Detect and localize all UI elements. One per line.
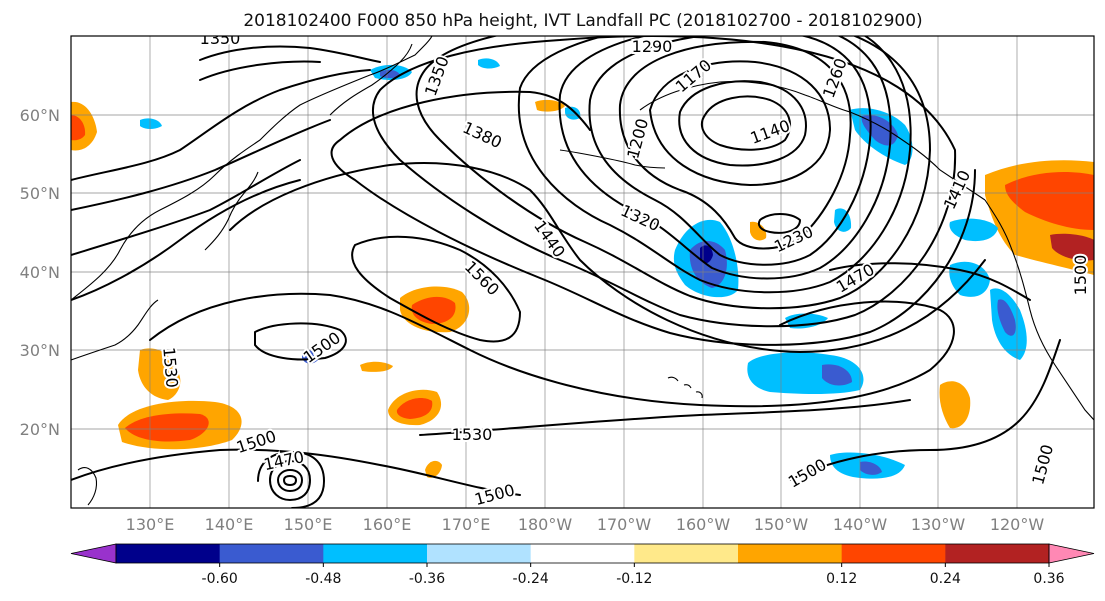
contour-1260 — [588, 36, 872, 266]
contour-typhoon-center — [283, 475, 297, 486]
colorbar-tick-label: 0.36 — [1033, 571, 1064, 587]
contour-1350 — [415, 36, 931, 310]
map-title: 2018102400 F000 850 hPa height, IVT Land… — [243, 11, 922, 31]
longitude-labels: 130°E 140°E 150°E 160°E 170°E 180°W 170°… — [126, 515, 1045, 534]
contour-1200 — [649, 60, 831, 186]
contour-arctic — [199, 45, 381, 63]
coastline-north-america — [984, 199, 1094, 421]
colorbar-frame — [115, 543, 1050, 564]
colorbar-swatch — [945, 544, 1050, 563]
contour-1530-south — [419, 399, 911, 436]
lon-label: 120°W — [990, 515, 1045, 534]
height-contours — [71, 36, 1061, 508]
coastline-kamchatka — [329, 43, 413, 116]
contour-1230-inner — [757, 213, 801, 234]
map-frame — [70, 35, 1095, 509]
colorbar-swatch — [634, 544, 739, 563]
lon-label: 130°W — [911, 515, 966, 534]
colorbar: -0.60-0.48-0.36-0.24-0.120.120.240.360.4… — [70, 543, 1095, 587]
coastline-hawaii — [667, 376, 703, 399]
contour-label: 1530 — [452, 425, 493, 444]
colorbar-swatch — [116, 544, 221, 563]
contour-1440 — [229, 162, 986, 353]
contour-label: 1530 — [159, 346, 181, 388]
coastline-east-china — [71, 299, 159, 361]
colorbar-tick-label: 0.24 — [930, 571, 961, 587]
contour-typhoon-2 — [269, 460, 311, 501]
contour-1500-west — [254, 322, 347, 361]
coastline-aleutians — [559, 149, 666, 169]
lon-label: 160°W — [676, 515, 731, 534]
graticule — [71, 36, 1094, 508]
colorbar-swatch — [427, 544, 532, 563]
lat-label: 60°N — [20, 106, 60, 125]
contour-1320 — [517, 36, 912, 294]
contour-typhoon-1 — [277, 469, 303, 492]
colorbar-tick-label: -0.60 — [202, 571, 238, 587]
lon-label: 160°E — [363, 515, 412, 534]
contour-arctic-2 — [199, 60, 321, 81]
colorbar-tick-label: -0.12 — [616, 571, 652, 587]
contour-northwest-extra-3 — [71, 159, 301, 256]
contour-1170 — [678, 80, 807, 167]
colorbar-tick-label: 0.12 — [826, 571, 857, 587]
contour-1410 — [330, 90, 976, 346]
colorbar-swatch — [738, 544, 843, 563]
lat-label: 20°N — [20, 420, 60, 439]
lat-label: 30°N — [20, 341, 60, 360]
contour-label: 1500 — [1071, 255, 1090, 296]
lon-label: 130°E — [126, 515, 175, 534]
contour-1470-main — [71, 179, 1031, 301]
contour-1230 — [618, 40, 852, 250]
colorbar-tick-label: -0.48 — [305, 571, 341, 587]
coastline-philippines — [77, 467, 98, 506]
contour-label: 1290 — [632, 37, 673, 56]
contour-1560 — [351, 235, 521, 343]
colorbar-swatch — [530, 544, 635, 563]
latitude-labels: 60°N 50°N 40°N 30°N 20°N — [20, 106, 60, 439]
lon-label: 180°W — [518, 515, 573, 534]
lon-label: 140°W — [833, 515, 888, 534]
colorbar-tick-label: -0.24 — [513, 571, 549, 587]
lon-label: 170°E — [442, 515, 491, 534]
contour-typhoon-3 — [257, 451, 325, 508]
lon-label: 150°W — [754, 515, 809, 534]
colorbar-tick-label: -0.36 — [409, 571, 445, 587]
positive-ivt-region-west-pacific — [118, 348, 242, 450]
coastline-alaska — [639, 81, 986, 201]
contour-1140 — [701, 95, 791, 151]
lon-label: 170°W — [597, 515, 652, 534]
contour-northwest-extra — [71, 69, 371, 181]
colorbar-swatch — [841, 544, 946, 563]
colorbar-extend-min — [70, 543, 117, 564]
lat-label: 40°N — [20, 263, 60, 282]
contour-1380 — [371, 36, 957, 328]
positive-ivt-region-northwest-america — [71, 99, 1094, 429]
contour-1500-east — [789, 339, 1061, 481]
colorbar-swatch — [219, 544, 324, 563]
lon-label: 150°E — [284, 515, 333, 534]
lon-label: 140°E — [205, 515, 254, 534]
contour-label: 1350 — [200, 29, 241, 48]
colorbar-swatch — [323, 544, 428, 563]
contour-1530 — [149, 292, 955, 408]
positive-ivt-region-central-pacific — [360, 286, 470, 478]
map-panel: 1350 1290 1260 1170 1140 1200 1350 1380 … — [70, 29, 1095, 509]
lat-label: 50°N — [20, 184, 60, 203]
contour-northwest-extra-2 — [71, 119, 331, 211]
colorbar-extend-max — [1048, 543, 1095, 564]
contour-1290 — [558, 36, 892, 280]
